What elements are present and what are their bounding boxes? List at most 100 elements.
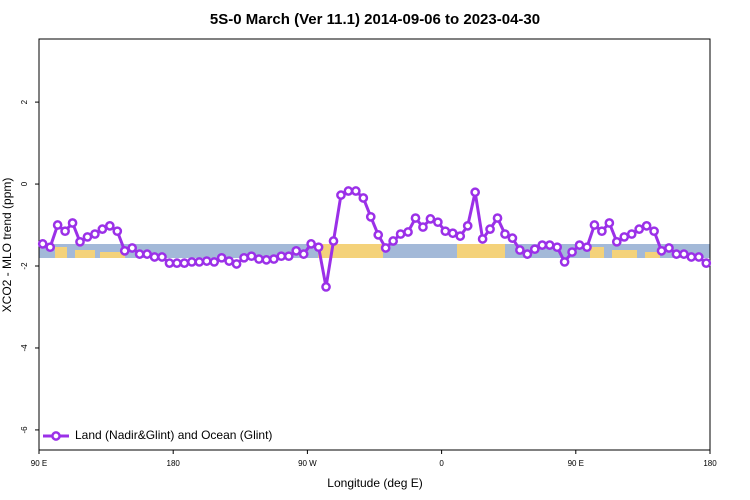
data-point — [611, 236, 622, 247]
x-axis-label: Longitude (deg E) — [327, 476, 422, 490]
data-point — [358, 193, 369, 203]
data-point — [552, 242, 563, 253]
data-point — [500, 229, 510, 239]
data-point — [343, 186, 354, 196]
data-point — [373, 230, 384, 240]
data-point — [90, 229, 100, 239]
data-point — [425, 214, 436, 224]
data-point — [529, 244, 540, 255]
data-point — [582, 242, 592, 253]
data-point — [246, 251, 257, 262]
data-point — [567, 247, 577, 257]
data-point — [224, 256, 234, 266]
data-point — [306, 239, 316, 249]
data-point — [276, 251, 287, 262]
legend-marker — [51, 431, 61, 441]
data-point — [418, 222, 428, 232]
data-point — [186, 257, 197, 267]
data-point — [410, 213, 421, 223]
data-point — [261, 255, 272, 265]
data-point — [67, 218, 78, 228]
y-tick-label: 0 — [20, 181, 29, 186]
data-point — [119, 246, 130, 256]
data-point — [522, 249, 533, 259]
x-tick-label: 0 — [439, 459, 444, 468]
y-axis-label: XCO2 - MLO trend (ppm) — [0, 178, 14, 313]
x-tick-label: 90 E — [568, 459, 584, 468]
data-point — [149, 252, 160, 262]
legend-label: Land (Nadir&Glint) and Ocean (Glint) — [75, 428, 272, 442]
data-point — [626, 229, 637, 239]
data-point — [172, 258, 182, 268]
data-point — [209, 257, 220, 267]
data-point — [365, 211, 376, 222]
data-point — [157, 252, 167, 262]
data-point — [433, 217, 443, 228]
data-point — [403, 227, 413, 237]
data-point — [142, 249, 152, 259]
data-point — [537, 240, 548, 250]
data-point — [641, 221, 652, 231]
data-point — [462, 221, 473, 231]
data-point — [298, 249, 309, 259]
chart-title: 5S-0 March (Ver 11.1) 2014-09-06 to 2023… — [210, 11, 540, 28]
data-point — [82, 232, 93, 242]
data-point — [686, 252, 697, 262]
data-point — [127, 243, 138, 253]
data-point — [701, 258, 712, 268]
data-point — [649, 226, 659, 237]
data-point — [544, 240, 555, 250]
data-point — [351, 186, 361, 196]
x-tick-label: 90 E — [31, 459, 47, 468]
data-point — [693, 252, 704, 262]
data-point — [485, 224, 495, 234]
data-point — [321, 282, 331, 292]
data-point — [395, 229, 406, 239]
data-point — [112, 226, 123, 237]
data-point — [194, 257, 205, 267]
x-tick-label: 90 W — [298, 459, 317, 468]
data-point — [179, 258, 190, 268]
data-point — [37, 239, 48, 249]
data-point — [679, 249, 689, 259]
data-point — [671, 249, 682, 259]
y-tick-label: -6 — [20, 426, 29, 434]
y-tick-label: -4 — [20, 344, 29, 352]
data-point — [239, 252, 249, 263]
data-point — [60, 226, 70, 237]
data-point — [507, 233, 518, 243]
data-point — [336, 190, 346, 200]
data-point — [97, 224, 108, 234]
data-point — [313, 242, 324, 253]
data-point — [380, 243, 391, 253]
data-point — [216, 252, 227, 263]
data-point — [455, 231, 466, 241]
data-point — [254, 254, 264, 264]
data-point — [134, 249, 145, 259]
x-tick-label: 180 — [703, 459, 717, 468]
data-point — [75, 236, 85, 247]
data-point — [477, 234, 488, 244]
data-point — [269, 254, 279, 264]
data-point — [104, 221, 115, 231]
x-tick-label: 180 — [167, 459, 181, 468]
data-point — [52, 220, 63, 230]
data-point — [45, 242, 56, 253]
data-point — [515, 245, 525, 255]
data-point — [291, 246, 302, 256]
data-point — [388, 236, 398, 246]
series-line — [42, 189, 708, 288]
y-tick-label: 2 — [20, 99, 29, 104]
data-point — [328, 236, 339, 246]
data-point — [664, 243, 674, 253]
data-point — [656, 246, 667, 256]
data-point — [574, 240, 585, 250]
data-point — [559, 257, 570, 267]
data-point — [440, 226, 451, 237]
data-point — [470, 187, 480, 198]
data-point — [201, 256, 212, 266]
data-point — [447, 228, 458, 239]
data-point — [231, 259, 242, 269]
data-point — [589, 220, 600, 230]
